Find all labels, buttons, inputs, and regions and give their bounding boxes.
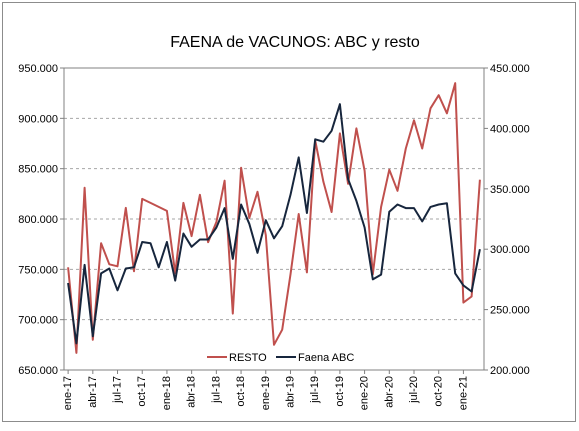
x-tick-label: ene-18 [161,376,173,410]
y-left-tick-label: 800.000 [18,214,58,226]
x-tick-label: jul-17 [112,376,124,404]
y-right-tick-label: 350.000 [490,184,530,196]
series-line-0 [67,82,481,354]
x-tick-label: abr-18 [186,376,198,408]
x-tick-label: ene-21 [457,376,469,410]
x-tick-label: ene-20 [359,376,371,410]
axes: 650.000 700.000 750.000 800.000 850.000 900.0… [18,63,530,410]
series-lines [67,82,481,354]
chart-title: FAENA de VACUNOS: ABC y resto [170,34,420,51]
x-tick-label: oct-20 [433,376,445,407]
y-left-tick-label: 700.000 [18,315,58,327]
legend-label: Faena ABC [298,352,354,364]
x-tick-label: abr-17 [87,376,99,408]
y-right-tick-label: 300.000 [490,244,530,256]
x-tick-label: ene-17 [62,376,74,410]
legend: RESTO Faena ABC [207,352,354,364]
y-left-tick-label: 850.000 [18,164,58,176]
y-left-tick-label: 750.000 [18,264,58,276]
y-left-tick-label: 950.000 [18,63,58,75]
x-tick-label: abr-20 [383,376,395,408]
x-tick-label: oct-17 [136,376,148,407]
y-left-tick-label: 650.000 [18,365,58,377]
gridlines [64,117,484,321]
y-right-tick-label: 450.000 [490,63,530,75]
y-left-tick-label: 900.000 [18,113,58,125]
y-right-tick-label: 200.000 [490,365,530,377]
x-tick-label: oct-19 [334,376,346,407]
y-right-tick-label: 250.000 [490,305,530,317]
y-right-tick-label: 400.000 [490,123,530,135]
x-tick-label: abr-19 [284,376,296,408]
x-tick-label: jul-18 [210,376,222,404]
x-tick-label: jul-20 [408,376,420,404]
x-tick-label: ene-19 [260,376,272,410]
x-tick-label: jul-19 [309,376,321,404]
chart-frame [2,2,576,422]
series-line-1 [67,103,481,345]
legend-label: RESTO [229,352,267,364]
x-tick-label: oct-18 [235,376,247,407]
